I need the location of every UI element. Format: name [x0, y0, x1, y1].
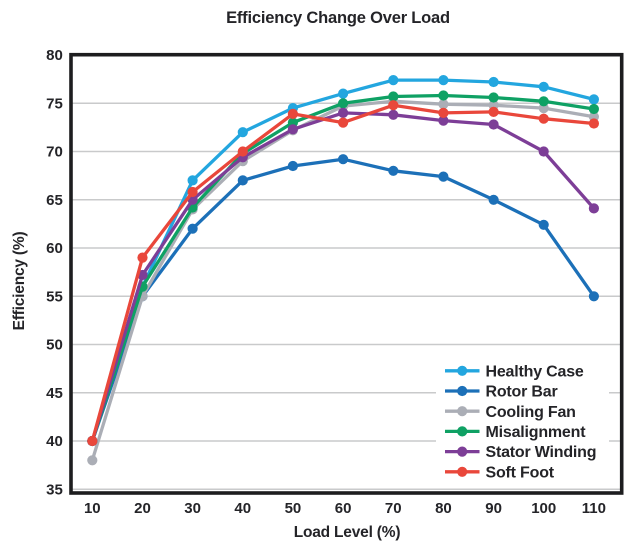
data-point-rotor-bar-40: [237, 175, 248, 186]
legend-label-healthy-case: Healthy Case: [486, 363, 584, 380]
legend-marker-stator-winding: [457, 446, 468, 457]
y-tick-label-65: 65: [46, 192, 63, 209]
data-point-rotor-bar-110: [588, 291, 600, 302]
legend-label-stator-winding: Stator Winding: [486, 444, 597, 461]
y-tick-label-70: 70: [46, 144, 63, 161]
data-point-soft-foot-110: [588, 118, 600, 129]
data-point-rotor-bar-90: [488, 194, 499, 205]
y-tick-label-45: 45: [46, 385, 63, 402]
data-point-rotor-bar-100: [538, 219, 549, 230]
data-point-stator-winding-50: [287, 124, 298, 135]
data-point-soft-foot-30: [187, 186, 198, 198]
y-tick-label-60: 60: [46, 240, 63, 257]
data-point-misalignment-90: [488, 92, 499, 103]
x-tick-label-40: 40: [234, 500, 251, 517]
data-point-soft-foot-70: [388, 100, 399, 111]
x-tick-label-20: 20: [134, 500, 151, 517]
data-point-soft-foot-100: [538, 113, 549, 124]
data-point-healthy-case-30: [187, 175, 198, 186]
y-axis-title: Efficiency (%): [11, 231, 28, 331]
data-point-misalignment-100: [538, 96, 549, 107]
legend-label-misalignment: Misalignment: [486, 424, 587, 441]
data-point-rotor-bar-30: [187, 223, 198, 234]
data-point-stator-winding-90: [488, 119, 499, 130]
legend-marker-cooling-fan: [457, 406, 468, 417]
data-point-soft-foot-20: [137, 252, 148, 263]
legend-item-stator-winding: Stator Winding: [445, 444, 597, 461]
legend-item-misalignment: Misalignment: [445, 424, 586, 441]
data-point-healthy-case-110: [588, 94, 600, 105]
data-point-rotor-bar-70: [388, 165, 399, 176]
data-point-stator-winding-60: [338, 107, 349, 118]
x-tick-label-90: 90: [485, 500, 502, 517]
x-tick-labels: 10 20 30 40 50 60 70 80 90 100 110: [84, 500, 606, 517]
data-point-cooling-fan-10: [87, 455, 98, 466]
data-point-misalignment-80: [438, 90, 449, 101]
data-point-misalignment-110: [588, 103, 600, 115]
y-tick-label-50: 50: [46, 337, 63, 354]
legend-background: [436, 356, 609, 485]
x-tick-label-70: 70: [385, 500, 402, 517]
data-point-healthy-case-80: [438, 75, 449, 86]
data-point-soft-foot-80: [438, 107, 449, 118]
data-point-stator-winding-100: [538, 146, 549, 157]
y-tick-label-75: 75: [46, 95, 63, 112]
data-point-cooling-fan-80: [438, 99, 449, 110]
data-point-healthy-case-100: [538, 81, 549, 92]
x-tick-label-80: 80: [435, 500, 452, 517]
legend-marker-misalignment: [457, 426, 468, 437]
data-point-stator-winding-80: [438, 115, 449, 126]
data-point-rotor-bar-80: [438, 171, 449, 182]
y-tick-label-35: 35: [46, 481, 63, 498]
data-point-rotor-bar-50: [287, 160, 298, 172]
x-axis-title: Load Level (%): [293, 524, 401, 541]
data-point-soft-foot-90: [488, 106, 499, 117]
data-point-soft-foot-40: [237, 146, 248, 157]
data-point-misalignment-60: [338, 98, 349, 109]
legend: Healthy Case Rotor Bar Cooling Fan Misalign…: [436, 356, 609, 485]
chart-title: Efficiency Change Over Load: [226, 9, 450, 27]
legend-item-healthy-case: Healthy Case: [445, 363, 584, 380]
y-tick-label-55: 55: [46, 288, 63, 305]
x-tick-label-100: 100: [531, 500, 556, 517]
data-point-stator-winding-70: [388, 109, 399, 120]
plot-border: [69, 52, 624, 495]
legend-marker-healthy-case: [457, 365, 468, 376]
legend-item-rotor-bar: Rotor Bar: [445, 384, 558, 401]
data-point-soft-foot-50: [287, 108, 298, 119]
data-point-healthy-case-60: [338, 88, 349, 99]
data-point-healthy-case-90: [488, 76, 499, 88]
data-point-stator-winding-110: [588, 203, 600, 214]
data-point-healthy-case-70: [388, 75, 399, 86]
y-tick-labels: 35 40 45 50 55 60 65 70 75 80: [46, 47, 63, 498]
series-soft-foot: [87, 100, 600, 447]
legend-label-cooling-fan: Cooling Fan: [486, 404, 576, 421]
x-tick-label-60: 60: [335, 500, 352, 517]
legend-item-cooling-fan: Cooling Fan: [445, 404, 576, 421]
legend-item-soft-foot: Soft Foot: [445, 464, 555, 481]
x-tick-label-10: 10: [84, 500, 101, 517]
legend-label-soft-foot: Soft Foot: [486, 464, 555, 481]
x-tick-label-50: 50: [285, 500, 302, 517]
y-tick-label-80: 80: [46, 47, 63, 64]
legend-marker-rotor-bar: [457, 385, 468, 397]
x-tick-label-30: 30: [184, 500, 201, 517]
data-point-healthy-case-40: [237, 127, 248, 138]
y-tick-label-40: 40: [46, 433, 63, 450]
data-point-misalignment-70: [388, 91, 399, 102]
data-point-soft-foot-60: [338, 117, 349, 128]
series-stator-winding: [87, 107, 600, 447]
x-tick-label-110: 110: [582, 500, 606, 517]
data-point-rotor-bar-60: [338, 154, 349, 165]
legend-marker-soft-foot: [457, 466, 468, 477]
data-point-soft-foot-10: [87, 435, 98, 447]
legend-label-rotor-bar: Rotor Bar: [486, 384, 558, 401]
